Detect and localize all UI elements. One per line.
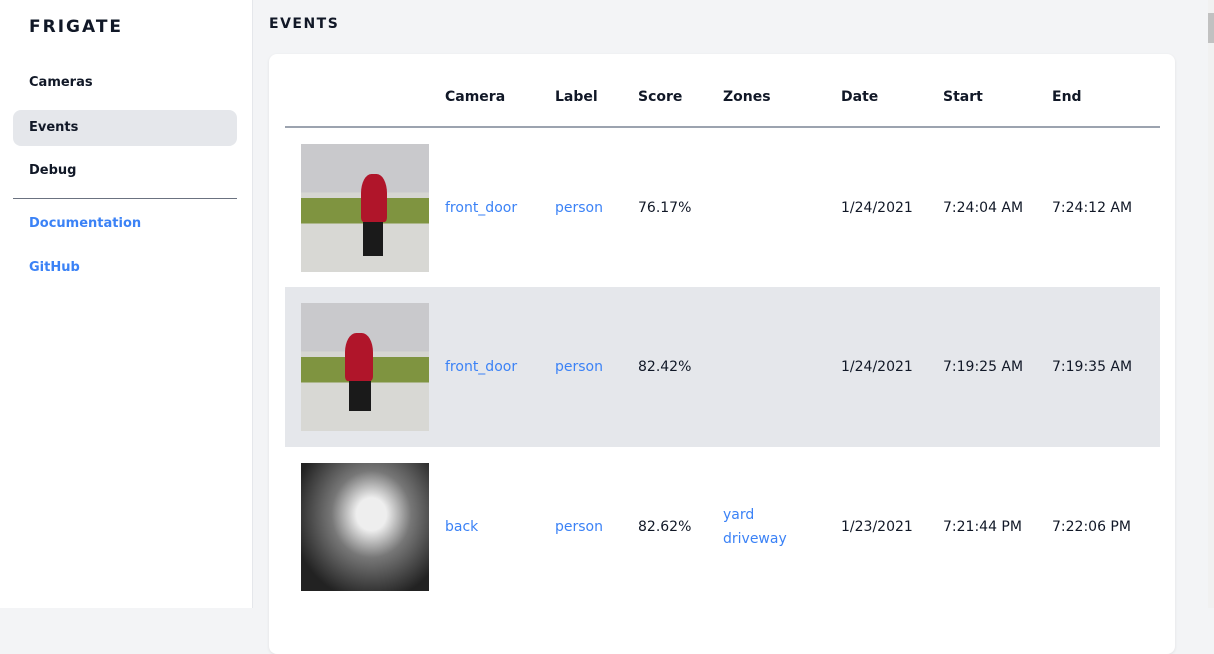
col-score: Score bbox=[638, 54, 723, 128]
link-github[interactable]: GitHub bbox=[29, 260, 80, 275]
start-time: 7:19:25 AM bbox=[943, 287, 1052, 447]
col-camera: Camera bbox=[445, 54, 555, 128]
scrollbar[interactable] bbox=[1208, 0, 1214, 608]
table-row[interactable]: front_door person 76.17% 1/24/2021 7:24:… bbox=[285, 127, 1160, 287]
score: 82.42% bbox=[638, 287, 723, 447]
col-start: Start bbox=[943, 54, 1052, 128]
sidebar: FRIGATE Cameras Events Debug Documentati… bbox=[0, 0, 253, 608]
sidebar-item-debug[interactable]: Debug bbox=[29, 163, 77, 178]
score: 82.62% bbox=[638, 519, 692, 535]
date: 1/24/2021 bbox=[841, 199, 913, 216]
col-thumbnail bbox=[285, 54, 445, 128]
event-thumbnail[interactable] bbox=[301, 303, 429, 431]
events-card: Camera Label Score Zones Date Start End … bbox=[269, 54, 1175, 654]
col-date: Date bbox=[841, 54, 943, 128]
zone-link[interactable]: driveway bbox=[723, 531, 787, 547]
col-end: End bbox=[1052, 54, 1160, 128]
table-row[interactable]: back person 82.62% yard driveway 1/23/202… bbox=[285, 447, 1160, 607]
start-time: 7:21:44 PM bbox=[943, 519, 1022, 535]
zones bbox=[723, 127, 841, 287]
zone-link[interactable]: yard bbox=[723, 507, 755, 523]
camera-link[interactable]: front_door bbox=[445, 199, 518, 216]
camera-link[interactable]: back bbox=[445, 519, 479, 535]
label-link[interactable]: person bbox=[555, 519, 603, 535]
col-label: Label bbox=[555, 54, 638, 128]
sidebar-item-events[interactable]: Events bbox=[13, 110, 237, 146]
page-title: EVENTS bbox=[269, 16, 340, 32]
table-row[interactable]: front_door person 82.42% 1/24/2021 7:19:… bbox=[285, 287, 1160, 447]
zones bbox=[723, 287, 841, 447]
sidebar-divider bbox=[13, 198, 237, 199]
event-thumbnail[interactable] bbox=[301, 463, 429, 591]
end-time: 7:19:35 AM bbox=[1052, 287, 1160, 447]
end-time: 7:24:12 AM bbox=[1052, 199, 1133, 216]
link-documentation[interactable]: Documentation bbox=[29, 216, 142, 231]
label-link[interactable]: person bbox=[555, 287, 638, 447]
score: 76.17% bbox=[638, 199, 692, 216]
camera-link[interactable]: front_door bbox=[445, 287, 555, 447]
scrollbar-thumb[interactable] bbox=[1208, 13, 1214, 43]
sidebar-item-cameras[interactable]: Cameras bbox=[29, 75, 93, 90]
end-time: 7:22:06 PM bbox=[1052, 519, 1131, 535]
date: 1/24/2021 bbox=[841, 287, 943, 447]
date: 1/23/2021 bbox=[841, 519, 913, 535]
events-table: Camera Label Score Zones Date Start End … bbox=[285, 54, 1160, 607]
start-time: 7:24:04 AM bbox=[943, 199, 1024, 216]
col-zones: Zones bbox=[723, 54, 841, 128]
zones: yard driveway bbox=[723, 447, 841, 607]
event-thumbnail[interactable] bbox=[301, 143, 429, 272]
label-link[interactable]: person bbox=[555, 199, 603, 216]
brand-logo: FRIGATE bbox=[29, 17, 124, 37]
